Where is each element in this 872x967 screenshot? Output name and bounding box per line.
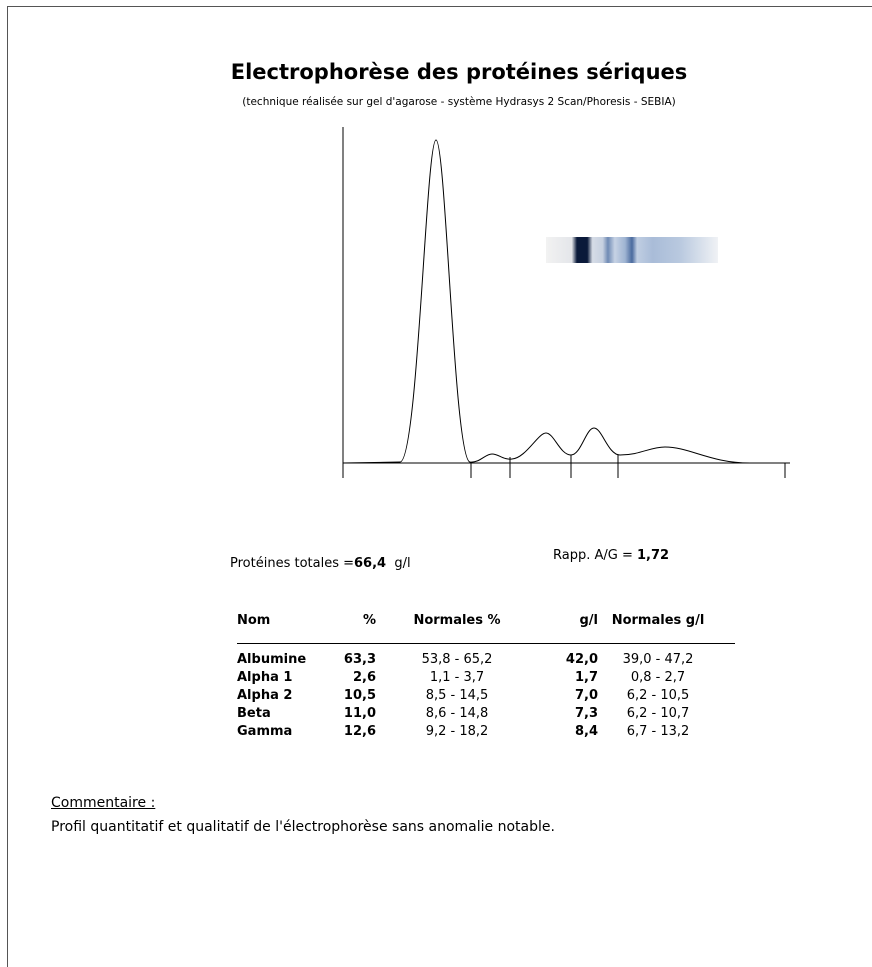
table-cell: 7,0 (574, 688, 598, 703)
table-cell: 1,1 - 3,7 (429, 670, 485, 685)
subtitle: (technique réalisée sur gel d'agarose - … (242, 96, 676, 108)
table-cell: 6,7 - 13,2 (626, 724, 690, 739)
table-cell: 8,6 - 14,8 (425, 706, 489, 721)
column-header: g/l (579, 613, 598, 628)
gel-strip (546, 237, 718, 263)
label: Rapp. A/G = (553, 548, 633, 563)
column-header: Normales % (413, 613, 501, 628)
table-cell: 39,0 - 47,2 (622, 652, 694, 667)
table-cell: 12,6 (343, 724, 376, 739)
table-cell: Alpha 1 (237, 670, 293, 685)
electrophoresis-curve (342, 127, 790, 478)
table-cell: 9,2 - 18,2 (425, 724, 489, 739)
table-cell: 6,2 - 10,7 (626, 706, 690, 721)
table-rule (237, 643, 735, 644)
table-cell: 42,0 (565, 652, 598, 667)
frame (7, 6, 872, 967)
table-cell: 0,8 - 2,7 (630, 670, 686, 685)
table-cell: 11,0 (343, 706, 376, 721)
title: Electrophorèse des protéines sériques (230, 60, 688, 84)
table-cell: Alpha 2 (237, 688, 293, 703)
table-cell: 1,7 (574, 670, 598, 685)
curve (342, 139, 790, 464)
fraction-dividers (470, 455, 786, 478)
table-cell: 63,3 (343, 652, 376, 667)
unit: g/l (394, 556, 411, 571)
table-cell: 2,6 (352, 670, 376, 685)
column-header: % (362, 613, 376, 628)
table-cell: 6,2 - 10,5 (626, 688, 690, 703)
comment-text: Profil quantitatif et qualitatif de l'él… (51, 819, 555, 835)
comment-label: Commentaire : (51, 795, 156, 811)
table-cell: 8,4 (574, 724, 598, 739)
column-header: Nom (237, 613, 271, 628)
total-proteins: Protéines totales =66,4 g/l (230, 556, 411, 571)
table-cell: Albumine (237, 652, 307, 667)
table-cell: Gamma (237, 724, 293, 739)
value: 66,4 (354, 556, 387, 571)
table-cell: 53,8 - 65,2 (421, 652, 493, 667)
ag-ratio: Rapp. A/G = 1,72 (553, 548, 669, 563)
label: Protéines totales = (230, 556, 354, 571)
table-cell: 7,3 (574, 706, 598, 721)
table-cell: 10,5 (343, 688, 376, 703)
value: 1,72 (637, 548, 670, 563)
table-cell: Beta (237, 706, 271, 721)
table-cell: 8,5 - 14,5 (425, 688, 489, 703)
column-header: Normales g/l (611, 613, 705, 628)
